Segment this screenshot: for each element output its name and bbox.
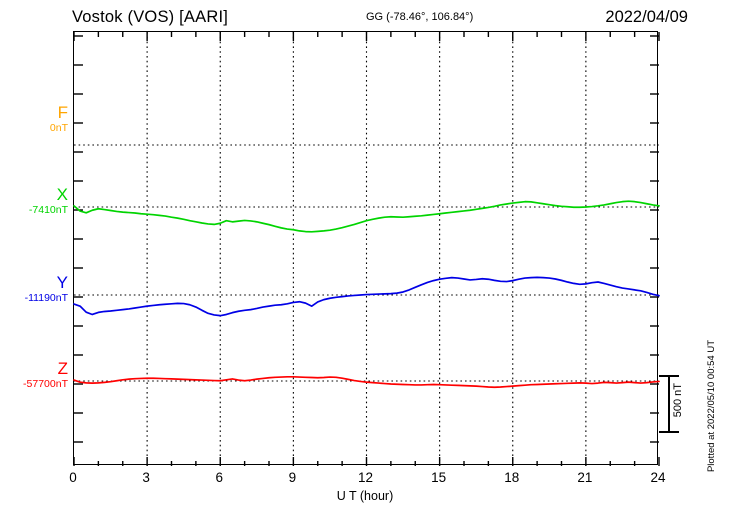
- trace-Z: [73, 375, 660, 389]
- scale-bar: [660, 375, 677, 433]
- x-axis-title: U T (hour): [336, 489, 394, 503]
- x-tick-label-24: 24: [650, 470, 666, 485]
- observation-date: 2022/04/09: [605, 8, 688, 26]
- component-baseline-Z: -57700nT: [23, 378, 68, 390]
- x-tick-label-6: 6: [215, 470, 224, 485]
- plot-area: [73, 31, 660, 466]
- component-label-F: F 0nT: [0, 104, 68, 135]
- component-label-Y: Y -11190nT: [0, 274, 68, 305]
- scale-bar-label: 500 nT: [672, 383, 684, 418]
- x-tick-label-9: 9: [288, 470, 297, 485]
- x-tick-label-18: 18: [504, 470, 520, 485]
- x-tick-label-12: 12: [357, 470, 374, 485]
- x-tick-label-21: 21: [577, 470, 593, 485]
- data-traces-layer: [73, 200, 660, 389]
- geographic-coordinates: GG (-78.46°, 106.84°): [366, 11, 474, 23]
- plotted-timestamp: Plotted at 2022/05/10 00:54 UT: [706, 340, 717, 473]
- component-symbol-Y: Y: [56, 273, 68, 292]
- component-symbol-F: F: [57, 103, 68, 122]
- x-tick-label-0: 0: [69, 470, 77, 485]
- x-tick-label-15: 15: [431, 470, 447, 485]
- component-baseline-Y: -11190nT: [24, 292, 68, 304]
- axis-ticks-layer: [73, 32, 660, 466]
- component-baseline-F: 0nT: [49, 122, 68, 134]
- trace-Y: [73, 276, 660, 317]
- component-symbol-Z: Z: [57, 359, 68, 378]
- component-label-Z: Z -57700nT: [0, 360, 68, 391]
- component-label-X: X -7410nT: [0, 186, 68, 217]
- grid-layer: [74, 32, 659, 466]
- component-symbol-X: X: [56, 185, 68, 204]
- page-title: Vostok (VOS) [AARI]: [72, 8, 229, 26]
- component-baseline-X: -7410nT: [28, 204, 68, 216]
- trace-X: [73, 200, 660, 233]
- x-tick-label-3: 3: [142, 470, 150, 485]
